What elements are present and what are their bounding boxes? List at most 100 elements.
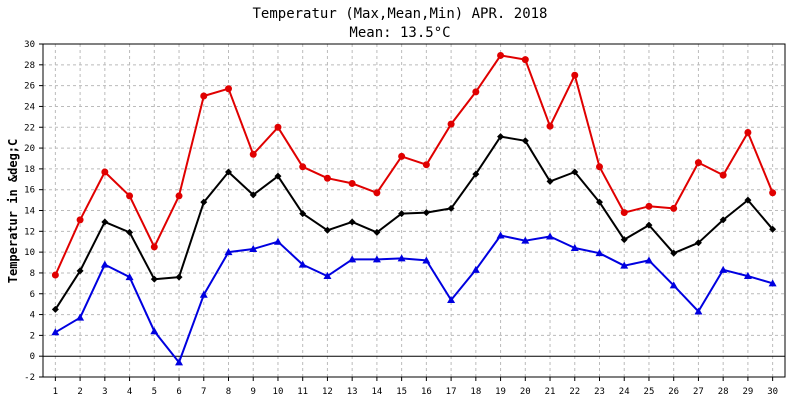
point-mean-day-9 bbox=[249, 191, 257, 199]
point-min-day-30 bbox=[768, 279, 777, 287]
point-max-day-8 bbox=[225, 85, 232, 93]
point-max-day-20 bbox=[521, 56, 529, 64]
series-min bbox=[51, 231, 777, 366]
point-min-day-9 bbox=[249, 245, 258, 253]
point-min-day-14 bbox=[372, 255, 381, 263]
point-min-day-13 bbox=[348, 255, 357, 263]
y-tick-label: 4 bbox=[30, 311, 35, 321]
point-min-day-29 bbox=[743, 272, 752, 280]
point-mean-day-12 bbox=[323, 226, 331, 234]
x-tick-label: 3 bbox=[102, 387, 107, 397]
point-mean-day-17 bbox=[447, 204, 455, 212]
point-mean-day-28 bbox=[719, 216, 727, 224]
point-min-day-1 bbox=[51, 328, 60, 336]
point-min-day-3 bbox=[100, 260, 109, 268]
x-tick-label: 6 bbox=[176, 387, 181, 397]
point-min-day-28 bbox=[719, 265, 728, 273]
point-max-day-12 bbox=[323, 174, 331, 182]
point-max-day-24 bbox=[620, 209, 628, 217]
point-mean-day-23 bbox=[596, 198, 603, 206]
series-line-mean bbox=[54, 135, 774, 310]
point-max-day-13 bbox=[348, 179, 356, 187]
point-min-day-20 bbox=[521, 236, 530, 244]
y-tick-label: 26 bbox=[24, 82, 35, 92]
x-tick-label: 24 bbox=[619, 387, 630, 397]
x-tick-label: 10 bbox=[273, 387, 284, 397]
x-tick-label: 27 bbox=[693, 387, 704, 397]
point-max-day-29 bbox=[744, 128, 752, 136]
point-max-day-18 bbox=[472, 88, 480, 96]
point-mean-day-10 bbox=[274, 172, 282, 180]
y-tick-label: 22 bbox=[24, 123, 35, 133]
x-tick-label: 20 bbox=[520, 387, 531, 397]
point-max-day-30 bbox=[769, 189, 777, 197]
y-axis-label: Temperatur in &deg;C bbox=[6, 139, 20, 284]
point-max-day-21 bbox=[546, 122, 554, 130]
point-max-day-14 bbox=[373, 189, 381, 197]
point-max-day-2 bbox=[76, 216, 84, 224]
point-max-day-25 bbox=[645, 202, 653, 210]
y-tick-label: 14 bbox=[24, 207, 35, 217]
y-tick-label: 18 bbox=[24, 165, 35, 175]
point-mean-day-1 bbox=[51, 305, 59, 313]
point-mean-day-18 bbox=[472, 170, 480, 178]
y-tick-label: 10 bbox=[24, 248, 35, 258]
x-tick-label: 12 bbox=[322, 387, 333, 397]
x-tick-label: 23 bbox=[594, 387, 605, 397]
point-max-day-10 bbox=[274, 123, 282, 131]
x-tick-label: 18 bbox=[470, 387, 481, 397]
point-max-day-11 bbox=[299, 163, 307, 171]
point-min-day-19 bbox=[496, 231, 505, 239]
point-mean-day-21 bbox=[546, 177, 554, 185]
point-mean-day-26 bbox=[670, 249, 678, 257]
x-tick-label: 9 bbox=[251, 387, 256, 397]
chart-title: Temperatur (Max,Mean,Min) APR. 2018 bbox=[252, 6, 547, 22]
point-min-day-25 bbox=[644, 256, 653, 264]
point-mean-day-19 bbox=[497, 133, 505, 141]
y-tick-label: 8 bbox=[30, 269, 35, 279]
point-mean-day-4 bbox=[126, 228, 134, 236]
x-tick-label: 16 bbox=[421, 387, 432, 397]
point-max-day-22 bbox=[571, 71, 579, 79]
x-tick-label: 8 bbox=[226, 387, 231, 397]
x-tick-label: 26 bbox=[668, 387, 679, 397]
point-min-day-16 bbox=[422, 256, 431, 264]
x-tick-label: 28 bbox=[718, 387, 729, 397]
grid-layer bbox=[43, 44, 785, 377]
point-min-day-18 bbox=[471, 265, 480, 273]
series-line-min bbox=[54, 234, 773, 364]
point-mean-day-6 bbox=[175, 273, 183, 281]
y-tick-label: 16 bbox=[24, 186, 35, 196]
point-max-day-6 bbox=[175, 192, 183, 200]
x-tick-label: 2 bbox=[77, 387, 82, 397]
y-tick-label: 30 bbox=[24, 40, 35, 50]
point-max-day-3 bbox=[101, 168, 109, 176]
point-max-day-28 bbox=[719, 171, 727, 179]
point-mean-day-16 bbox=[422, 209, 430, 217]
point-mean-day-24 bbox=[620, 236, 628, 244]
y-tick-label: 6 bbox=[30, 290, 35, 300]
point-mean-day-25 bbox=[645, 221, 653, 229]
point-min-day-7 bbox=[199, 290, 208, 298]
point-min-day-8 bbox=[224, 248, 233, 256]
point-mean-day-20 bbox=[521, 137, 529, 145]
x-tick-label: 25 bbox=[644, 387, 655, 397]
point-min-day-10 bbox=[273, 237, 282, 245]
y-tick-label: 20 bbox=[24, 144, 35, 154]
point-min-day-27 bbox=[694, 307, 703, 315]
y-tick-label: 24 bbox=[24, 102, 35, 112]
x-tick-label: 29 bbox=[742, 387, 753, 397]
point-mean-day-30 bbox=[769, 225, 777, 233]
point-max-day-27 bbox=[694, 159, 702, 167]
point-min-day-21 bbox=[546, 232, 555, 240]
x-tick-label: 17 bbox=[446, 387, 457, 397]
point-max-day-4 bbox=[126, 192, 134, 200]
point-min-day-5 bbox=[150, 327, 159, 335]
point-min-day-4 bbox=[125, 273, 134, 281]
x-tick-label: 21 bbox=[545, 387, 556, 397]
point-min-day-2 bbox=[76, 313, 85, 321]
point-mean-day-29 bbox=[744, 196, 752, 204]
